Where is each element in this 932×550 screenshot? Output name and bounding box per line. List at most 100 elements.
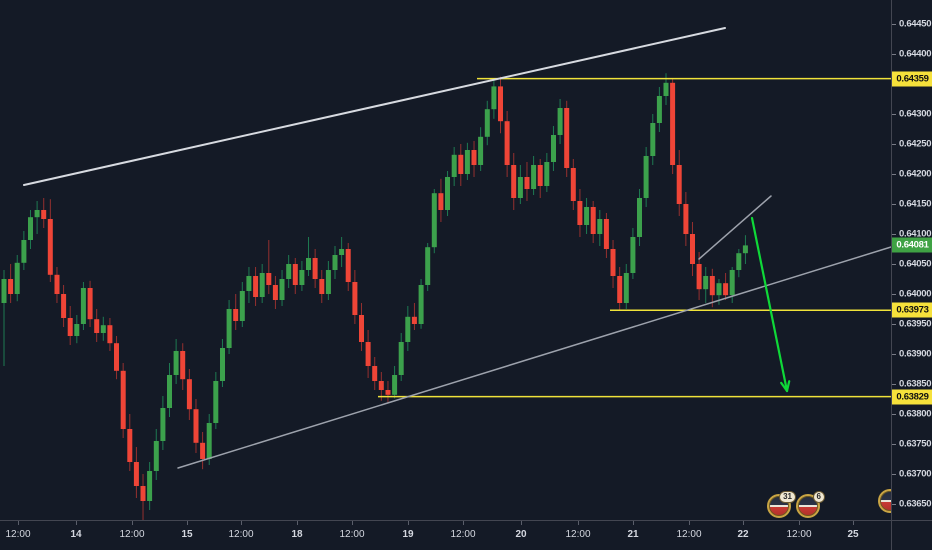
- candle-body: [729, 270, 735, 296]
- candle-body: [186, 379, 192, 410]
- time-tick: [743, 521, 744, 525]
- minor-rising-line[interactable]: [698, 195, 772, 260]
- candle-body: [100, 325, 106, 333]
- time-tick: [799, 521, 800, 525]
- idea-coin[interactable]: 31: [767, 491, 796, 518]
- lower-channel-line[interactable]: [177, 246, 891, 469]
- candle-body: [8, 279, 14, 294]
- price-tick: [892, 264, 896, 265]
- candle-body: [478, 136, 484, 165]
- candle-body: [239, 291, 245, 321]
- price-axis[interactable]: 0.644500.644000.643500.643000.642500.642…: [891, 0, 932, 550]
- candle-body: [378, 381, 384, 390]
- candle-body: [352, 282, 358, 315]
- time-tick: [352, 521, 353, 525]
- candle-body: [398, 342, 404, 375]
- candle-body: [292, 264, 298, 285]
- candle-body: [312, 258, 318, 279]
- candle-body: [206, 423, 212, 459]
- price-tick: [892, 324, 896, 325]
- time-axis-label: 22: [737, 529, 749, 540]
- candle-body: [570, 168, 576, 201]
- candle-body: [471, 150, 477, 165]
- time-axis-label: 12:00: [676, 529, 702, 540]
- candle-body: [431, 193, 437, 248]
- time-axis-label: 12:00: [5, 529, 31, 540]
- price-axis-label: 0.63700: [899, 468, 932, 480]
- candle-body: [683, 204, 689, 234]
- candle-body: [676, 165, 682, 204]
- candle-body: [484, 109, 490, 137]
- price-axis-label: 0.63950: [899, 318, 932, 330]
- candle-body: [87, 288, 93, 320]
- candle-body: [723, 283, 729, 296]
- projection-arrowhead[interactable]: [780, 380, 791, 393]
- candle-body: [405, 316, 411, 342]
- candle-body: [193, 409, 199, 443]
- price-axis-label: 0.64100: [899, 228, 932, 240]
- candle-body: [696, 264, 702, 290]
- time-axis-label: 12:00: [786, 529, 812, 540]
- candle-body: [299, 270, 305, 285]
- candle-body: [544, 162, 550, 186]
- candle-body: [643, 156, 649, 198]
- candle-body: [306, 258, 311, 270]
- candle-body: [716, 283, 722, 296]
- candle-body: [153, 441, 159, 471]
- time-tick: [187, 521, 188, 525]
- candle-body: [610, 249, 616, 276]
- time-tick: [578, 521, 579, 525]
- candle-body: [279, 279, 285, 300]
- candle-body: [524, 177, 530, 189]
- candle-body: [623, 273, 629, 303]
- time-axis-label: 12:00: [339, 529, 365, 540]
- price-tick: [892, 204, 896, 205]
- time-axis[interactable]: 12:00 14 12:00 15 12:00 18 12:00 19 12:00 20 12:00…: [0, 520, 932, 550]
- projection-arrow[interactable]: [750, 216, 789, 393]
- candle-body: [537, 165, 543, 186]
- price-axis-label: 0.63750: [899, 438, 932, 450]
- candle-body: [80, 288, 86, 324]
- price-axis-label: 0.64400: [899, 48, 932, 60]
- candle-body: [266, 273, 272, 285]
- candle-body: [160, 408, 166, 441]
- candle-body: [220, 348, 225, 381]
- time-axis-label: 18: [291, 529, 303, 540]
- candle-body: [584, 207, 590, 225]
- time-tick: [853, 521, 854, 525]
- candle-body: [286, 264, 292, 279]
- idea-coin[interactable]: 6: [796, 491, 825, 518]
- candle-body: [253, 276, 259, 297]
- candle-body: [345, 249, 351, 282]
- chart-plot-area[interactable]: 31 6: [0, 0, 891, 520]
- candle-body: [491, 86, 497, 110]
- chart-canvas[interactable]: [0, 0, 891, 520]
- candle-body: [127, 429, 133, 462]
- upper-channel-line[interactable]: [23, 27, 726, 186]
- candle-body: [458, 154, 464, 174]
- candle-body: [418, 285, 424, 324]
- price-tick: [892, 444, 896, 445]
- time-axis-label: 12:00: [228, 529, 254, 540]
- time-tick: [297, 521, 298, 525]
- candle-body: [736, 253, 742, 270]
- candle-body: [319, 279, 325, 294]
- candle-body: [650, 123, 656, 156]
- candle-body: [140, 486, 146, 501]
- candle-body: [259, 273, 265, 297]
- time-axis-label: 14: [70, 529, 82, 540]
- price-tick: [892, 114, 896, 115]
- price-axis-label: 0.64000: [899, 288, 932, 300]
- price-axis-label: 0.63900: [899, 348, 932, 360]
- candle-body: [451, 154, 457, 177]
- time-tick: [463, 521, 464, 525]
- candle-body: [425, 247, 431, 285]
- price-tick: [892, 144, 896, 145]
- candle-body: [200, 442, 206, 459]
- candle-body: [511, 165, 517, 198]
- candle-body: [332, 255, 338, 270]
- idea-coin[interactable]: [878, 489, 891, 513]
- candle-body: [233, 309, 239, 321]
- idea-coin-badge: 31: [779, 491, 796, 503]
